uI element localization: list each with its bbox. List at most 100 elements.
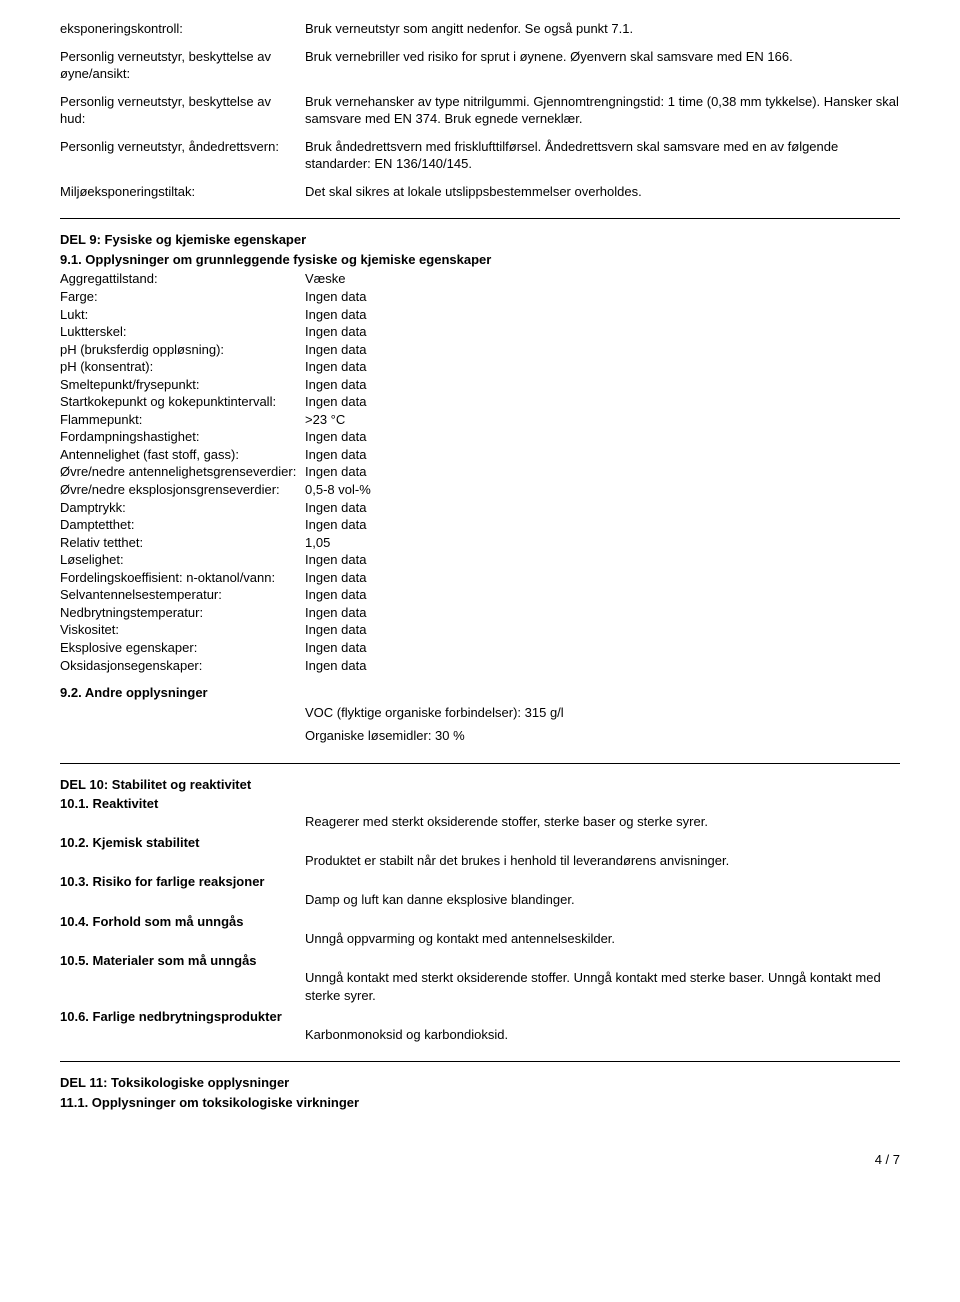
control-text: Bruk åndedrettsvern med frisklufttilførs… (305, 138, 900, 173)
section-11-title: DEL 11: Toksikologiske opplysninger (60, 1074, 900, 1092)
property-row: Startkokepunkt og kokepunktintervall:Ing… (60, 393, 900, 411)
property-label: Fordelingskoeffisient: n-oktanol/vann: (60, 569, 305, 587)
property-row: Selvantennelsestemperatur:Ingen data (60, 586, 900, 604)
property-value: 1,05 (305, 534, 900, 552)
control-label: Miljøeksponeringstiltak: (60, 183, 305, 201)
property-value: Ingen data (305, 621, 900, 639)
control-row: Personlig verneutstyr, beskyttelse av øy… (60, 48, 900, 83)
property-row: pH (konsentrat):Ingen data (60, 358, 900, 376)
property-label: Flammepunkt: (60, 411, 305, 429)
property-label: Damptetthet: (60, 516, 305, 534)
section-10-3-text: Damp og luft kan danne eksplosive blandi… (305, 891, 900, 909)
section-10-item: 10.2. Kjemisk stabilitet Produktet er st… (60, 834, 900, 869)
property-row: Luktterskel:Ingen data (60, 323, 900, 341)
property-label: Fordampningshastighet: (60, 428, 305, 446)
property-label: Luktterskel: (60, 323, 305, 341)
property-label: Relativ tetthet: (60, 534, 305, 552)
section-divider (60, 763, 900, 764)
property-label: Aggregattilstand: (60, 270, 305, 288)
page-footer: 4 / 7 (60, 1151, 900, 1169)
property-row: Løselighet:Ingen data (60, 551, 900, 569)
property-row: Viskositet:Ingen data (60, 621, 900, 639)
control-row: eksponeringskontroll: Bruk verneutstyr s… (60, 20, 900, 38)
control-row: Personlig verneutstyr, åndedrettsvern: B… (60, 138, 900, 173)
section-10: DEL 10: Stabilitet og reaktivitet 10.1. … (60, 776, 900, 1044)
section-10-3-label: 10.3. Risiko for farlige reaksjoner (60, 873, 900, 891)
property-value: Ingen data (305, 657, 900, 675)
property-value: Ingen data (305, 639, 900, 657)
section-10-item: 10.1. Reaktivitet Reagerer med sterkt ok… (60, 795, 900, 830)
property-label: Farge: (60, 288, 305, 306)
property-label: Damptrykk: (60, 499, 305, 517)
property-value: Ingen data (305, 499, 900, 517)
property-label: Lukt: (60, 306, 305, 324)
property-row: Relativ tetthet:1,05 (60, 534, 900, 552)
property-row: Fordampningshastighet:Ingen data (60, 428, 900, 446)
section-divider (60, 1061, 900, 1062)
property-label: Smeltepunkt/frysepunkt: (60, 376, 305, 394)
section-9-title: DEL 9: Fysiske og kjemiske egenskaper (60, 231, 900, 249)
control-text: Det skal sikres at lokale utslippsbestem… (305, 183, 900, 201)
property-label: Selvantennelsestemperatur: (60, 586, 305, 604)
section-10-1-label: 10.1. Reaktivitet (60, 795, 900, 813)
property-value: Ingen data (305, 323, 900, 341)
property-label: Øvre/nedre antennelighetsgrenseverdier: (60, 463, 305, 481)
property-value: >23 °C (305, 411, 900, 429)
control-label: Personlig verneutstyr, åndedrettsvern: (60, 138, 305, 173)
property-value: Ingen data (305, 306, 900, 324)
property-value: Ingen data (305, 376, 900, 394)
property-label: Viskositet: (60, 621, 305, 639)
property-label: pH (konsentrat): (60, 358, 305, 376)
control-text: Bruk vernehansker av type nitrilgummi. G… (305, 93, 900, 128)
property-value: Ingen data (305, 463, 900, 481)
organic-solvents-text: Organiske løsemidler: 30 % (305, 727, 900, 745)
property-value: Ingen data (305, 446, 900, 464)
section-10-5-text: Unngå kontakt med sterkt oksiderende sto… (305, 969, 900, 1004)
section-10-1-text: Reagerer med sterkt oksiderende stoffer,… (305, 813, 900, 831)
property-row: Aggregattilstand:Væske (60, 270, 900, 288)
voc-text: VOC (flyktige organiske forbindelser): 3… (305, 704, 900, 722)
property-row: Smeltepunkt/frysepunkt:Ingen data (60, 376, 900, 394)
property-row: Farge:Ingen data (60, 288, 900, 306)
section-10-item: 10.5. Materialer som må unngås Unngå kon… (60, 952, 900, 1005)
control-row: Personlig verneutstyr, beskyttelse av hu… (60, 93, 900, 128)
property-row: Øvre/nedre antennelighetsgrenseverdier:I… (60, 463, 900, 481)
property-label: Eksplosive egenskaper: (60, 639, 305, 657)
property-row: Nedbrytningstemperatur:Ingen data (60, 604, 900, 622)
exposure-controls-section: eksponeringskontroll: Bruk verneutstyr s… (60, 20, 900, 200)
section-10-5-label: 10.5. Materialer som må unngås (60, 952, 900, 970)
section-9: DEL 9: Fysiske og kjemiske egenskaper 9.… (60, 231, 900, 744)
property-value: Væske (305, 270, 900, 288)
control-row: Miljøeksponeringstiltak: Det skal sikres… (60, 183, 900, 201)
properties-list: Aggregattilstand:Væske Farge:Ingen data … (60, 270, 900, 674)
property-label: Antennelighet (fast stoff, gass): (60, 446, 305, 464)
property-row: Damptetthet:Ingen data (60, 516, 900, 534)
section-10-title: DEL 10: Stabilitet og reaktivitet (60, 776, 900, 794)
property-value: Ingen data (305, 288, 900, 306)
section-10-2-text: Produktet er stabilt når det brukes i he… (305, 852, 900, 870)
property-row: Antennelighet (fast stoff, gass):Ingen d… (60, 446, 900, 464)
section-10-4-text: Unngå oppvarming og kontakt med antennel… (305, 930, 900, 948)
section-9-2-title: 9.2. Andre opplysninger (60, 684, 900, 702)
property-label: Oksidasjonsegenskaper: (60, 657, 305, 675)
section-10-6-label: 10.6. Farlige nedbrytningsprodukter (60, 1008, 900, 1026)
property-label: Startkokepunkt og kokepunktintervall: (60, 393, 305, 411)
section-9-1-title: 9.1. Opplysninger om grunnleggende fysis… (60, 251, 900, 269)
property-label: Løselighet: (60, 551, 305, 569)
section-10-item: 10.4. Forhold som må unngås Unngå oppvar… (60, 913, 900, 948)
property-label: Øvre/nedre eksplosjonsgrenseverdier: (60, 481, 305, 499)
section-10-4-label: 10.4. Forhold som må unngås (60, 913, 900, 931)
section-11-1-title: 11.1. Opplysninger om toksikologiske vir… (60, 1094, 900, 1112)
section-10-6-text: Karbonmonoksid og karbondioksid. (305, 1026, 900, 1044)
property-value: Ingen data (305, 551, 900, 569)
section-10-item: 10.3. Risiko for farlige reaksjoner Damp… (60, 873, 900, 908)
section-divider (60, 218, 900, 219)
control-text: Bruk verneutstyr som angitt nedenfor. Se… (305, 20, 900, 38)
section-10-2-label: 10.2. Kjemisk stabilitet (60, 834, 900, 852)
property-value: Ingen data (305, 393, 900, 411)
property-value: Ingen data (305, 586, 900, 604)
property-row: Lukt:Ingen data (60, 306, 900, 324)
control-label: Personlig verneutstyr, beskyttelse av øy… (60, 48, 305, 83)
property-row: Flammepunkt:>23 °C (60, 411, 900, 429)
property-row: pH (bruksferdig oppløsning):Ingen data (60, 341, 900, 359)
